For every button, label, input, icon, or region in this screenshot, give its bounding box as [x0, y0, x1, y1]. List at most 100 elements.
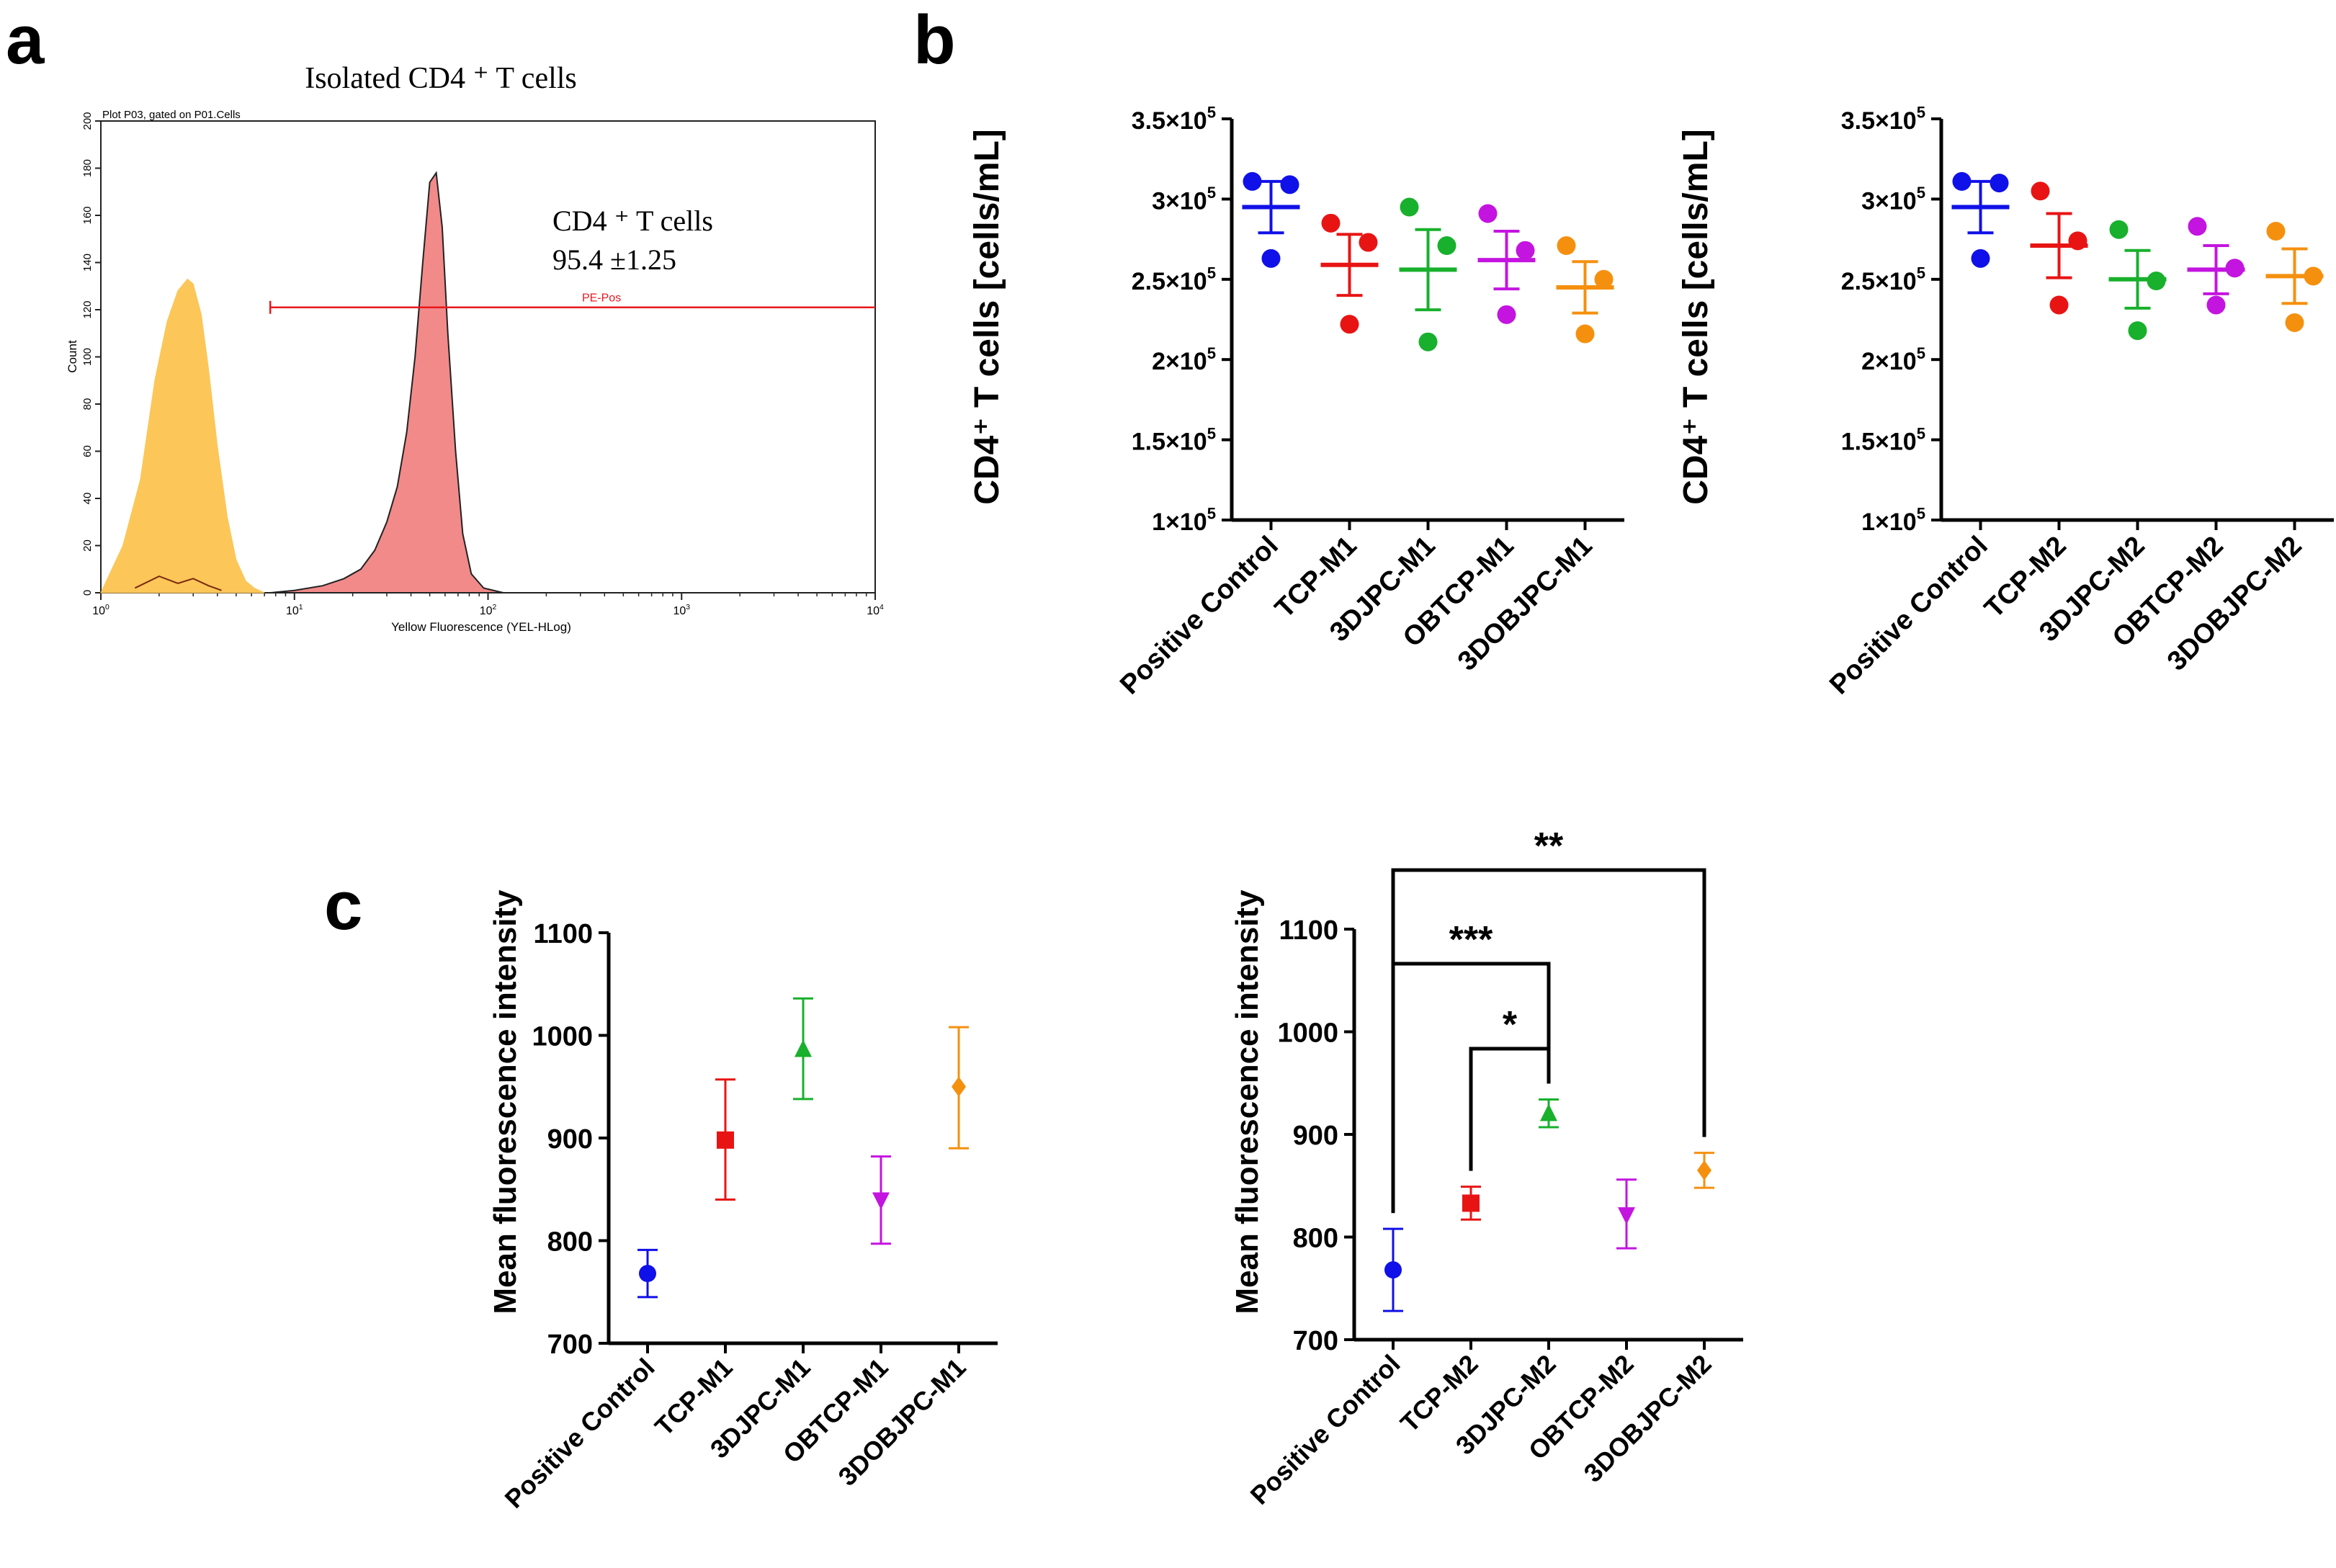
panel-a-annotation-line2: 95.4 ±1.25 — [552, 243, 676, 276]
y-tick-label: 900 — [1293, 1121, 1338, 1151]
data-point — [2304, 266, 2323, 286]
panel-b-right-ylabel: CD4⁺ T cells [cells/mL] — [1677, 129, 1715, 505]
panel-a-xlabel: Yellow Fluorescence (YEL-HLog) — [391, 620, 571, 634]
histogram-unstained — [100, 278, 265, 593]
significance-bracket — [1391, 962, 1551, 1214]
panel-a: Isolated CD4 ⁺ T cells Plot P03, gated o… — [66, 62, 884, 634]
marker-triangle-down — [872, 1192, 890, 1210]
panel-a-ytick-label: 120 — [81, 300, 94, 318]
marker-triangle-up — [795, 1039, 812, 1057]
y-tick-label: 700 — [1293, 1326, 1338, 1356]
data-point — [1575, 324, 1595, 344]
y-tick-label: 2×105 — [1152, 344, 1216, 375]
y-tick-label: 1.5×105 — [1132, 424, 1216, 455]
y-tick-label: 3.5×105 — [1841, 104, 1925, 135]
data-point — [1321, 213, 1341, 233]
panel-label-a: a — [6, 1, 45, 79]
significance-bracket — [1469, 1047, 1551, 1171]
marker-triangle-up — [1540, 1103, 1557, 1121]
x-tick-label: Positive Control — [498, 1353, 660, 1514]
histogram-CD4-stained — [270, 171, 504, 593]
data-point — [1340, 315, 1359, 334]
data-point — [2147, 272, 2166, 291]
panel-a-xtick-label: 101 — [286, 604, 303, 617]
data-point — [2266, 221, 2286, 241]
data-point — [1952, 171, 1972, 191]
y-tick-label: 900 — [547, 1124, 593, 1155]
data-point — [2285, 313, 2304, 332]
panel-b-left-ylabel: CD4⁺ T cells [cells/mL] — [968, 129, 1006, 505]
data-point — [1400, 197, 1419, 217]
data-point — [2049, 295, 2069, 315]
data-point — [1971, 248, 1990, 268]
marker-square — [717, 1131, 734, 1149]
data-point — [1437, 236, 1456, 256]
y-tick-label: 1100 — [1279, 915, 1338, 946]
data-point — [1478, 204, 1498, 223]
y-tick-label: 3.5×105 — [1132, 104, 1216, 135]
x-tick-label: 3DOBJPC-M1 — [1452, 531, 1598, 677]
data-point — [2225, 259, 2245, 278]
panel-a-plot-label: Plot P03, gated on P01.Cells — [102, 109, 241, 121]
data-point — [2188, 217, 2207, 236]
significance-label: * — [1503, 1004, 1518, 1046]
panel-a-ytick-label: 80 — [81, 398, 94, 411]
y-tick-label: 700 — [547, 1330, 593, 1360]
panel-a-ytick-label: 160 — [81, 206, 94, 224]
panel-a-annotation-line1: CD4 ⁺ T cells — [552, 205, 713, 237]
panel-a-xtick-label: 100 — [92, 604, 109, 617]
significance-label: ** — [1534, 825, 1564, 867]
panel-a-marks: 0 20 40 60 80 100 120 140 160 180 200 100 101 102 103 1… — [81, 112, 884, 617]
panel-a-ytick-label: 0 — [81, 590, 94, 596]
y-tick-label: 800 — [547, 1227, 593, 1258]
marker-diamond — [952, 1076, 966, 1097]
histogram-noise-line — [134, 575, 222, 591]
data-point — [2128, 321, 2147, 341]
marker-diamond — [1697, 1160, 1711, 1181]
panel-b-right: CD4⁺ T cells [cells/mL] 1×105 1.5×105 2×10… — [1677, 104, 2334, 701]
panel-a-xtick-label: 103 — [673, 604, 690, 617]
y-tick-label: 1×105 — [1152, 505, 1216, 536]
x-tick-label: 3DOBJPC-M2 — [2162, 531, 2308, 677]
panel-a-xtick-label: 102 — [480, 604, 497, 617]
y-tick-label: 2.5×105 — [1132, 264, 1216, 295]
x-tick-label: Positive Control — [1824, 531, 1994, 701]
panel-a-ytick-label: 40 — [81, 493, 94, 505]
data-point — [1516, 241, 1535, 260]
data-point — [1557, 236, 1576, 256]
panel-a-xtick-label: 104 — [867, 604, 884, 617]
panel-c-left: Mean fluorescence intensity 700 800 900 100… — [488, 890, 998, 1514]
data-point — [1418, 332, 1438, 351]
data-point — [1280, 175, 1299, 194]
y-tick-label: 1.5×105 — [1841, 424, 1925, 455]
marker-square — [1462, 1194, 1480, 1212]
panel-a-ytick-label: 140 — [81, 254, 94, 272]
y-tick-label: 1100 — [534, 919, 593, 949]
y-tick-label: 3×105 — [1152, 184, 1216, 215]
panel-label-c: c — [324, 867, 362, 944]
data-point — [2031, 182, 2050, 201]
marker-circle — [639, 1265, 656, 1283]
panel-a-title: Isolated CD4 ⁺ T cells — [305, 62, 577, 95]
panel-a-ytick-label: 60 — [81, 445, 94, 457]
data-point — [2206, 295, 2226, 315]
y-tick-label: 1×105 — [1861, 505, 1925, 536]
panel-a-ylabel: Count — [66, 340, 79, 373]
panel-b-right-marks: 1×105 1.5×105 2×105 2.5×105 3×105 3.5×105 Posi… — [1824, 104, 2334, 701]
y-tick-label: 3×105 — [1861, 184, 1925, 215]
data-point — [1261, 248, 1281, 268]
panel-label-b: b — [913, 1, 956, 79]
panel-a-ytick-label: 180 — [81, 159, 94, 177]
data-point — [1990, 174, 2009, 193]
data-point — [1497, 305, 1516, 324]
data-point — [2109, 220, 2129, 239]
data-point — [2068, 231, 2087, 251]
significance-label: *** — [1449, 919, 1493, 961]
y-tick-label: 2.5×105 — [1841, 264, 1925, 295]
data-point — [1594, 269, 1614, 289]
panel-c-right: Mean fluorescence intensity 700 800 900 100… — [1230, 825, 1743, 1510]
y-tick-label: 1000 — [532, 1022, 593, 1052]
y-tick-label: 1000 — [1277, 1018, 1338, 1049]
